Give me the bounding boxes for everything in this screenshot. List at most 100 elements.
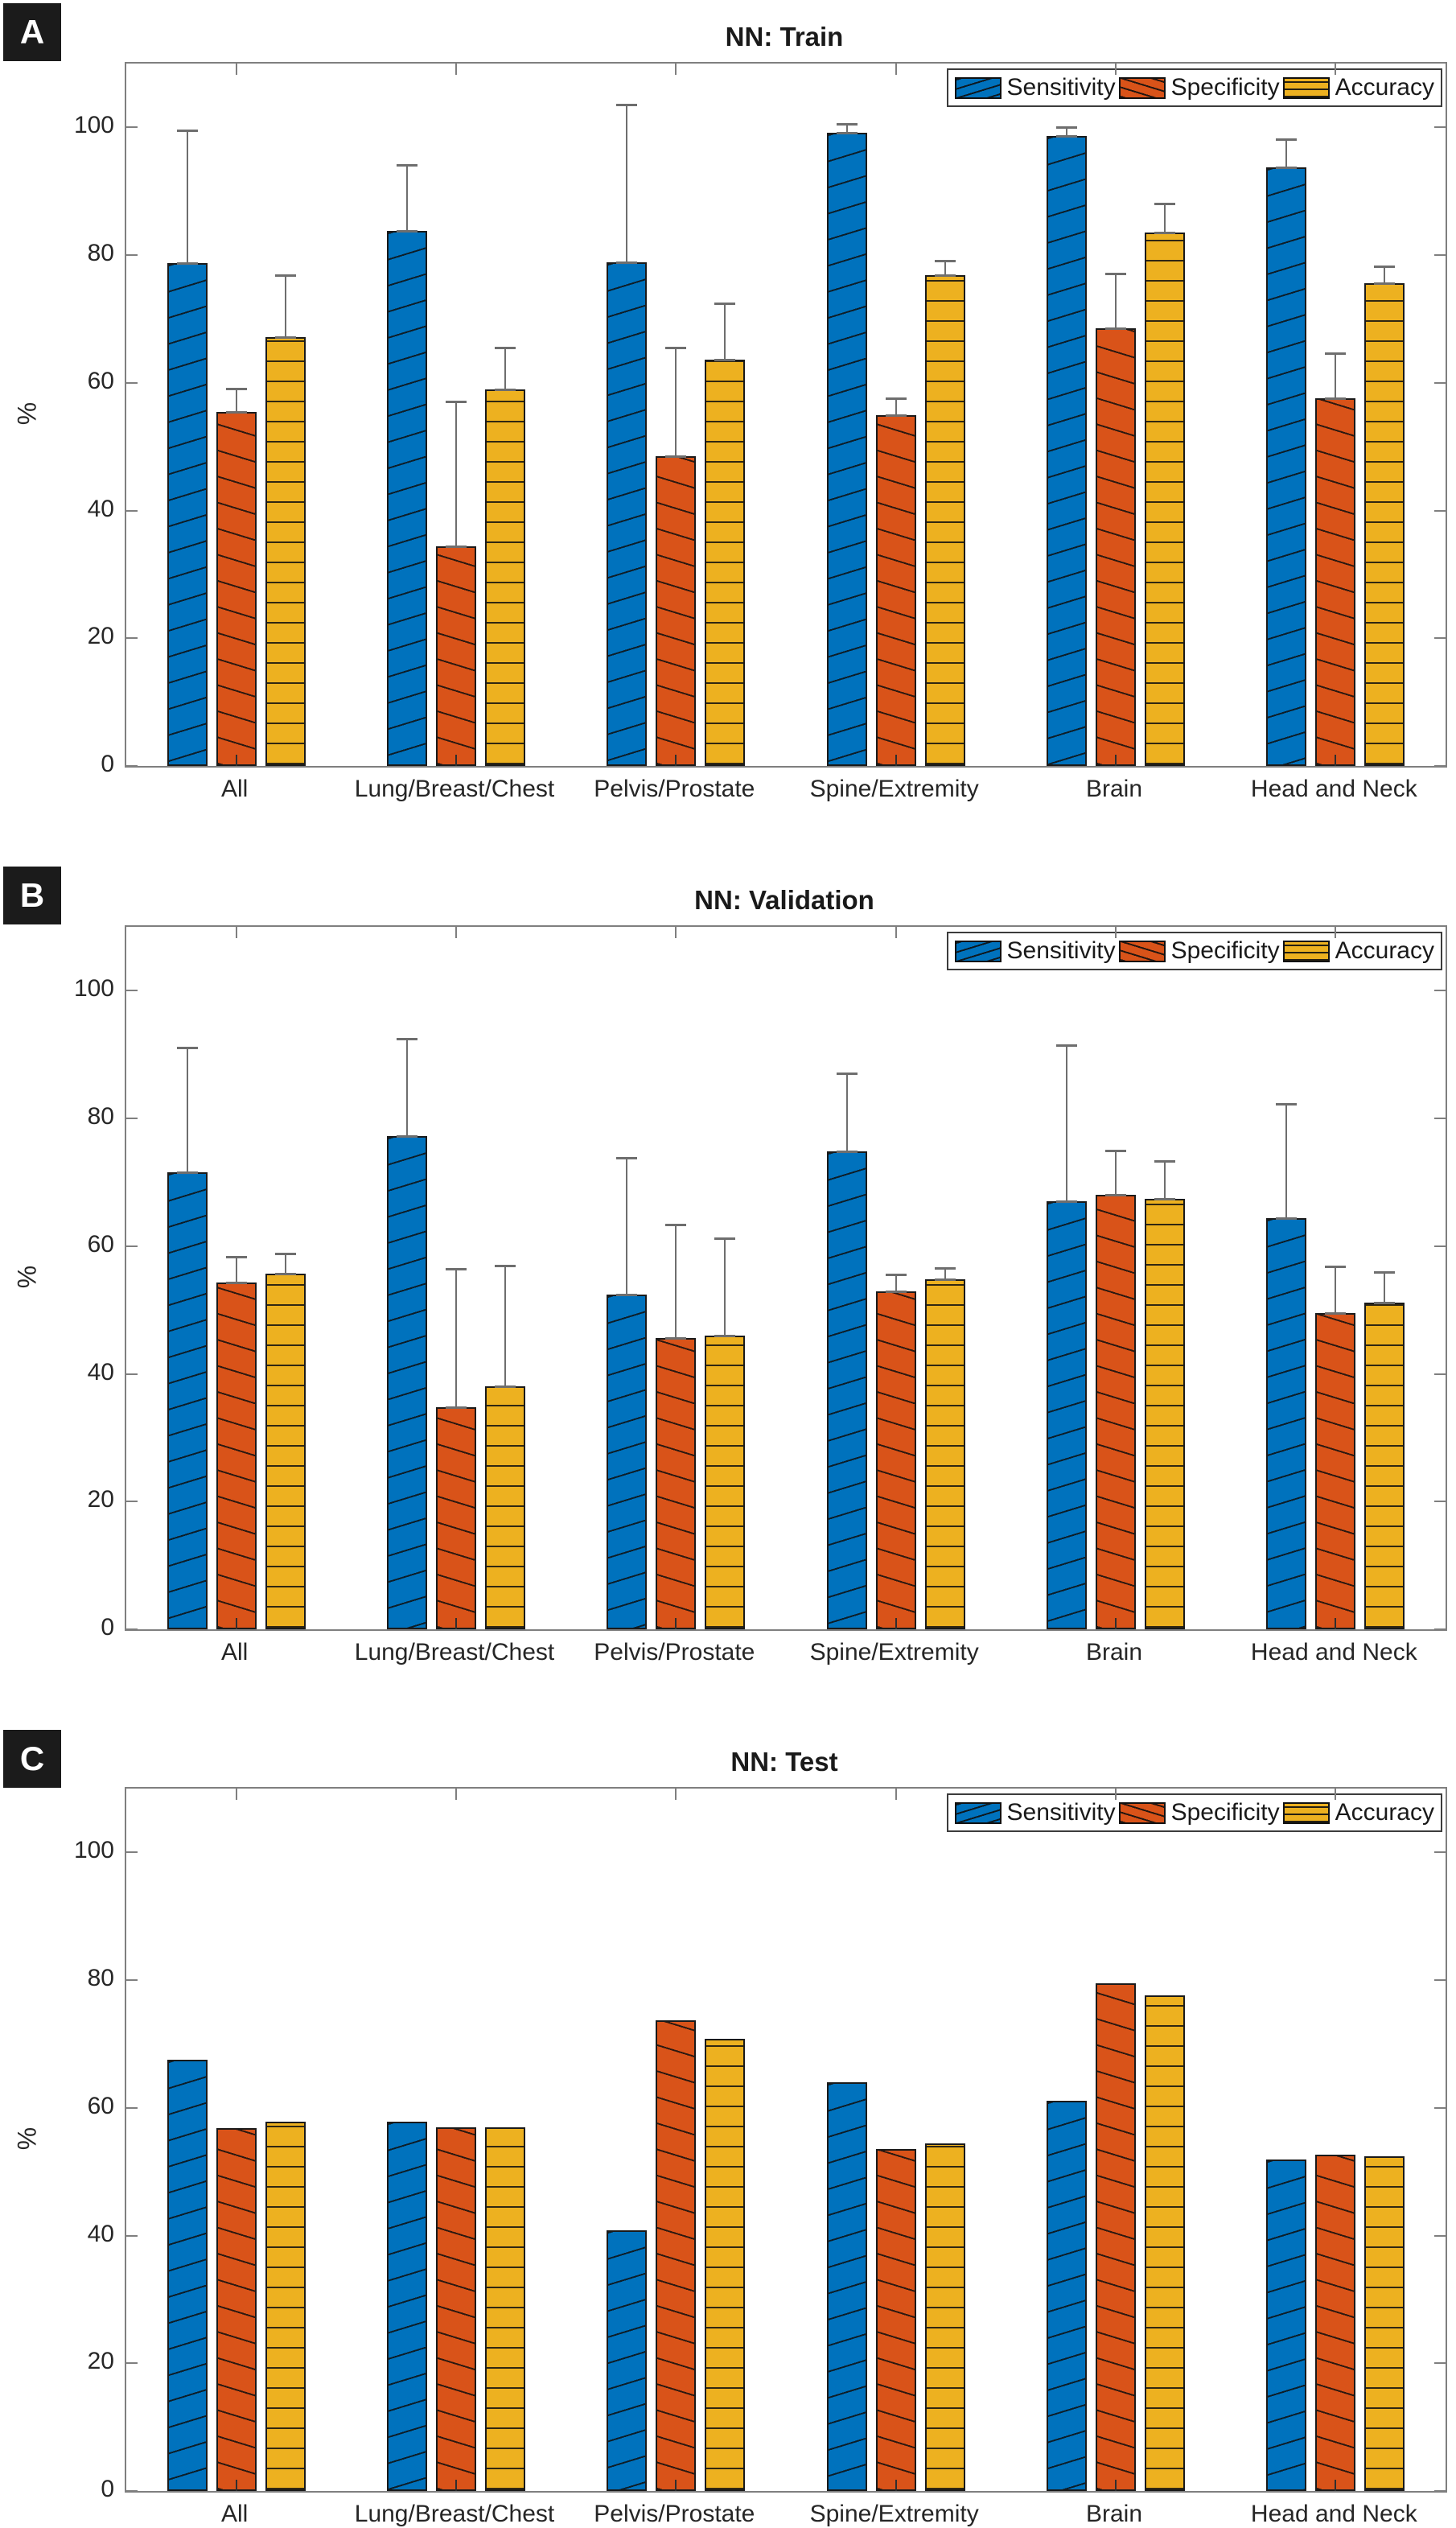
bar-sensitivity-5 xyxy=(1266,1217,1307,1629)
plot-area: Sensitivity Specificity Accuracy xyxy=(125,925,1447,1631)
legend-label: Sensitivity xyxy=(1006,74,1116,101)
error-cap-bottom xyxy=(1105,327,1126,330)
error-cap-top xyxy=(836,123,858,126)
error-cap-bottom xyxy=(934,1278,956,1282)
error-bar-specificity-5 xyxy=(1335,1266,1337,1314)
x-category-label: Head and Neck xyxy=(1250,776,1417,802)
bar-accuracy-1 xyxy=(485,1385,525,1629)
error-cap-top xyxy=(616,1156,638,1159)
y-tick-label: 0 xyxy=(101,1614,114,1641)
x-category-label: Brain xyxy=(1085,1639,1143,1665)
error-cap-top xyxy=(176,1046,198,1049)
error-bar-sensitivity-0 xyxy=(186,130,188,264)
y-tick-mark-left xyxy=(126,990,138,992)
legend-item-specificity: Specificity xyxy=(1118,74,1280,101)
error-cap-bottom xyxy=(495,1385,516,1388)
y-tick-mark-right xyxy=(1434,2234,1446,2237)
legend-label: Specificity xyxy=(1170,937,1280,964)
error-cap-top xyxy=(495,347,516,350)
error-bar-sensitivity-0 xyxy=(186,1047,188,1172)
error-cap-top xyxy=(274,1253,296,1256)
y-tick-mark-left xyxy=(126,2490,138,2492)
error-cap-top xyxy=(934,260,956,263)
x-tick-mark-top xyxy=(1115,927,1117,938)
legend-item-specificity: Specificity xyxy=(1118,937,1280,965)
error-cap-bottom xyxy=(225,410,247,414)
x-tick-mark-bottom xyxy=(1335,1618,1337,1629)
y-tick-label: 20 xyxy=(87,2348,114,2375)
bar-accuracy-3 xyxy=(924,1279,965,1629)
error-cap-bottom xyxy=(1154,232,1175,235)
sensitivity-swatch-icon xyxy=(954,76,1002,99)
x-category-label: All xyxy=(220,2501,249,2527)
error-cap-bottom xyxy=(1154,1198,1175,1201)
bar-specificity-4 xyxy=(1096,1983,1136,2491)
x-tick-mark-top xyxy=(675,927,677,938)
y-tick-label: 0 xyxy=(101,751,114,777)
error-cap-bottom xyxy=(397,229,417,233)
error-cap-bottom xyxy=(176,1171,198,1174)
x-category-label: Pelvis/Prostate xyxy=(594,1639,755,1665)
error-cap-top xyxy=(1105,1149,1126,1152)
error-cap-top xyxy=(446,1268,467,1271)
y-tick-mark-right xyxy=(1434,1628,1446,1630)
y-tick-label: 20 xyxy=(87,623,114,650)
error-cap-bottom xyxy=(836,131,858,134)
error-cap-top xyxy=(274,274,296,278)
y-tick-label: 80 xyxy=(87,1103,114,1130)
x-tick-mark-top xyxy=(1115,1789,1117,1800)
y-tick-mark-left xyxy=(126,1373,138,1375)
x-category-label: All xyxy=(220,1639,249,1665)
error-bar-sensitivity-3 xyxy=(845,124,848,133)
error-bar-specificity-3 xyxy=(895,1274,897,1292)
panel-test: C NN: Test % Sensitivity Specificity Accur… xyxy=(0,1727,1456,2527)
y-tick-mark-left xyxy=(126,2106,138,2109)
bar-specificity-1 xyxy=(436,546,476,766)
bar-sensitivity-3 xyxy=(826,2082,867,2491)
x-tick-mark-bottom xyxy=(455,755,457,766)
y-tick-mark-left xyxy=(126,765,138,767)
error-bar-accuracy-2 xyxy=(724,1238,726,1336)
error-cap-top xyxy=(1154,1160,1175,1163)
error-bar-specificity-0 xyxy=(235,388,237,412)
error-cap-bottom xyxy=(1325,1312,1347,1315)
x-tick-mark-bottom xyxy=(235,2480,237,2491)
legend: Sensitivity Specificity Accuracy xyxy=(946,68,1442,107)
bar-specificity-3 xyxy=(875,1291,916,1629)
x-tick-mark-bottom xyxy=(895,2480,897,2491)
bar-sensitivity-4 xyxy=(1047,1201,1087,1629)
error-cap-top xyxy=(1276,138,1298,142)
sensitivity-swatch-icon xyxy=(954,940,1002,962)
error-bar-accuracy-1 xyxy=(504,348,506,389)
bar-sensitivity-3 xyxy=(826,1151,867,1629)
error-cap-top xyxy=(665,1223,687,1226)
sensitivity-swatch-icon xyxy=(954,1801,1002,1824)
y-tick-label: 60 xyxy=(87,367,114,394)
bar-accuracy-4 xyxy=(1145,1995,1185,2491)
error-cap-bottom xyxy=(836,1151,858,1154)
specificity-swatch-icon xyxy=(1118,76,1166,99)
panel-title: NN: Train xyxy=(725,22,844,51)
bar-specificity-2 xyxy=(656,1338,697,1629)
error-bar-accuracy-2 xyxy=(724,303,726,360)
bar-sensitivity-1 xyxy=(387,1135,427,1629)
y-tick-mark-right xyxy=(1434,126,1446,129)
error-cap-top xyxy=(495,1265,516,1268)
x-tick-mark-top xyxy=(455,1789,457,1800)
x-tick-mark-top xyxy=(895,927,897,938)
bar-specificity-2 xyxy=(656,456,697,766)
legend-item-sensitivity: Sensitivity xyxy=(954,1799,1116,1826)
error-bar-specificity-3 xyxy=(895,397,897,415)
y-tick-label: 80 xyxy=(87,1965,114,1992)
error-cap-top xyxy=(397,1037,417,1040)
x-category-label: Brain xyxy=(1085,776,1143,802)
plot-area: Sensitivity Specificity Accuracy xyxy=(125,1787,1447,2493)
legend-item-sensitivity: Sensitivity xyxy=(954,937,1116,965)
bar-sensitivity-1 xyxy=(387,2121,427,2491)
error-cap-bottom xyxy=(1276,1217,1298,1220)
error-bar-accuracy-5 xyxy=(1384,1271,1386,1303)
y-tick-mark-right xyxy=(1434,1373,1446,1375)
legend: Sensitivity Specificity Accuracy xyxy=(946,1793,1442,1832)
error-cap-top xyxy=(1276,1102,1298,1105)
